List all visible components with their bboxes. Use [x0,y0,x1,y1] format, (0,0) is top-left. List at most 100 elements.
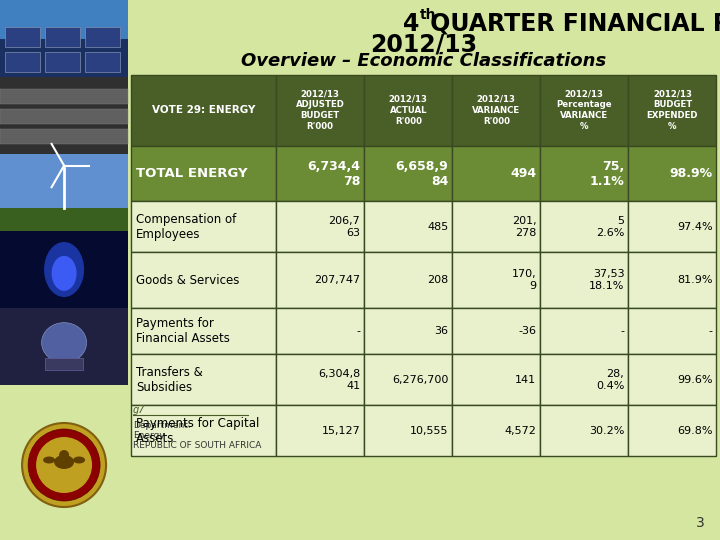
Bar [276,354,364,406]
Bar [364,252,452,308]
Text: 28,
0.4%: 28, 0.4% [596,369,624,390]
Text: Transfers &
Subsidies: Transfers & Subsidies [136,366,203,394]
Bar [131,75,276,146]
Bar [452,146,540,201]
Bar [85,27,120,47]
Circle shape [59,450,69,460]
Text: 141: 141 [516,375,536,385]
Circle shape [28,429,100,501]
Text: 10,555: 10,555 [410,426,449,436]
Text: 6,658,9
84: 6,658,9 84 [395,160,449,187]
Bar [85,52,120,72]
Ellipse shape [73,456,85,463]
Bar [45,357,84,369]
Text: 97.4%: 97.4% [677,222,712,232]
Text: TOTAL ENERGY: TOTAL ENERGY [136,167,248,180]
Bar [0,154,128,231]
Bar [0,0,128,77]
Bar [540,354,629,406]
Text: 207,747: 207,747 [314,275,360,285]
Bar [364,308,452,354]
Bar [364,354,452,406]
Text: 98.9%: 98.9% [670,167,712,180]
Text: 2012/13
Percentage
VARIANCE
%: 2012/13 Percentage VARIANCE % [557,89,612,131]
Circle shape [36,437,92,493]
Bar [0,38,128,77]
Bar [364,406,452,456]
Text: 2012/13: 2012/13 [371,32,477,56]
Bar [629,406,716,456]
Bar [5,52,40,72]
Bar [131,406,276,456]
Text: 69.8%: 69.8% [677,426,712,436]
Text: 37,53
18.1%: 37,53 18.1% [589,269,624,291]
Bar [276,252,364,308]
Text: Overview – Economic Classifications: Overview – Economic Classifications [241,52,607,70]
Text: 4: 4 [402,12,419,36]
Bar [131,354,276,406]
Text: 2012/13
ADJUSTED
BUDGET
R'000: 2012/13 ADJUSTED BUDGET R'000 [296,89,345,131]
Bar [0,77,128,154]
Bar [540,252,629,308]
Ellipse shape [44,242,84,297]
Bar [629,308,716,354]
Text: Department:: Department: [133,421,191,429]
Bar [452,75,540,146]
Bar [452,354,540,406]
Text: 2012/13
ACTUAL
R'000: 2012/13 ACTUAL R'000 [389,94,428,126]
Bar [364,201,452,252]
Circle shape [22,423,106,507]
Bar [45,52,80,72]
Text: -: - [708,326,712,336]
Bar [540,201,629,252]
Text: 15,127: 15,127 [322,426,360,436]
Bar [45,27,80,47]
Bar [131,146,276,201]
Text: 201,
278: 201, 278 [512,216,536,238]
Text: 75,
1.1%: 75, 1.1% [590,160,624,187]
Bar [629,354,716,406]
Bar [0,308,128,385]
Bar [131,201,276,252]
Text: 4,572: 4,572 [505,426,536,436]
Bar [540,406,629,456]
Bar [540,75,629,146]
Bar [629,252,716,308]
Bar [0,89,128,104]
Text: 2012/13
BUDGET
EXPENDED
%: 2012/13 BUDGET EXPENDED % [647,89,698,131]
Text: 3: 3 [696,516,705,530]
Bar [452,252,540,308]
Text: 2012/13
VARIANCE
R'000: 2012/13 VARIANCE R'000 [472,94,521,126]
Text: 99.6%: 99.6% [677,375,712,385]
Bar [0,0,128,77]
Text: 206,7
63: 206,7 63 [328,216,360,238]
Text: 36: 36 [434,326,449,336]
Text: REPUBLIC OF SOUTH AFRICA: REPUBLIC OF SOUTH AFRICA [133,441,261,449]
Bar [452,201,540,252]
Text: th: th [420,8,436,22]
Bar [540,146,629,201]
Text: Compensation of
Employees: Compensation of Employees [136,213,236,241]
Text: QUARTER FINANCIAL PERFORMANCE FOR: QUARTER FINANCIAL PERFORMANCE FOR [422,12,720,36]
Bar [452,308,540,354]
Bar [276,201,364,252]
Bar [0,231,128,308]
Text: -: - [356,326,360,336]
Bar [540,308,629,354]
Bar [0,208,128,231]
Text: -36: -36 [518,326,536,336]
Bar [276,75,364,146]
Ellipse shape [43,456,55,463]
Bar [0,129,128,144]
Bar [0,154,128,231]
Bar [131,308,276,354]
Text: 6,734,4
78: 6,734,4 78 [307,160,360,187]
Bar [364,146,452,201]
Bar [276,308,364,354]
Bar [629,201,716,252]
Bar [0,109,128,124]
Text: 494: 494 [510,167,536,180]
Text: Payments for Capital
Assets: Payments for Capital Assets [136,417,259,445]
Text: 6,304,8
41: 6,304,8 41 [318,369,360,390]
Text: Payments for
Financial Assets: Payments for Financial Assets [136,318,230,345]
